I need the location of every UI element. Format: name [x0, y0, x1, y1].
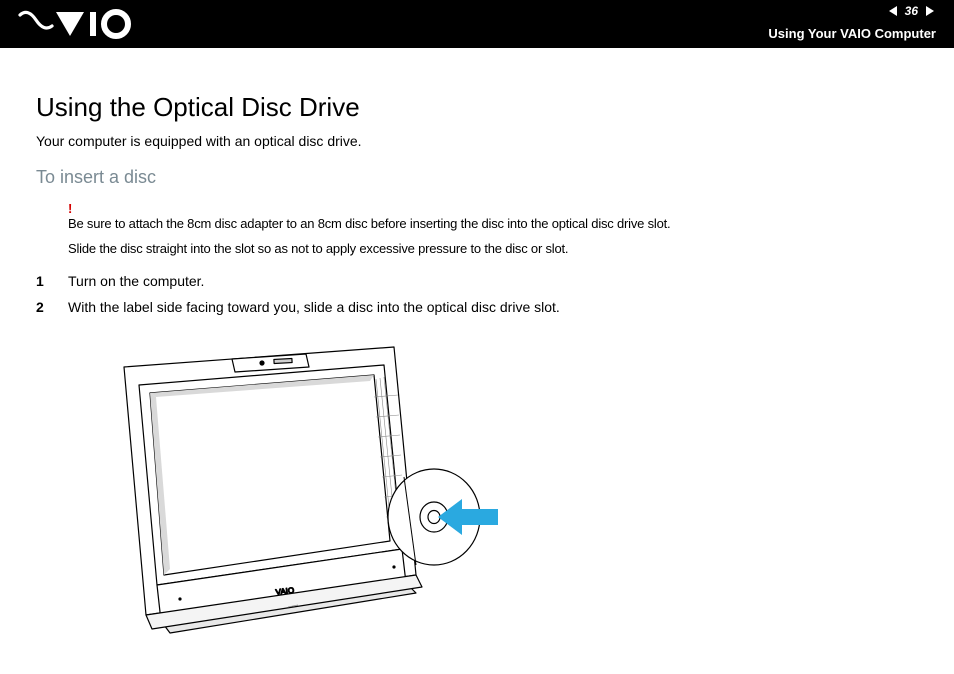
step-item: With the label side facing toward you, s…	[36, 298, 918, 318]
warning-text-2: Slide the disc straight into the slot so…	[36, 241, 918, 256]
page-nav: 36	[887, 4, 936, 18]
warning-text-1: Be sure to attach the 8cm disc adapter t…	[68, 215, 918, 233]
header-bar: 36 Using Your VAIO Computer	[0, 0, 954, 48]
intro-text: Your computer is equipped with an optica…	[36, 133, 918, 149]
vaio-logo	[18, 6, 138, 47]
steps-list: Turn on the computer. With the label sid…	[36, 272, 918, 317]
warning-mark-icon: !	[68, 202, 918, 215]
next-page-arrow-icon[interactable]	[924, 5, 936, 17]
page-heading: Using the Optical Disc Drive	[36, 92, 918, 123]
computer-illustration: VAIO	[84, 337, 918, 652]
page-content: Using the Optical Disc Drive Your comput…	[0, 48, 954, 652]
prev-page-arrow-icon[interactable]	[887, 5, 899, 17]
warning-block: ! Be sure to attach the 8cm disc adapter…	[36, 202, 918, 233]
section-title: Using Your VAIO Computer	[768, 26, 936, 41]
page-number: 36	[905, 4, 918, 18]
subheading: To insert a disc	[36, 167, 918, 188]
step-item: Turn on the computer.	[36, 272, 918, 292]
